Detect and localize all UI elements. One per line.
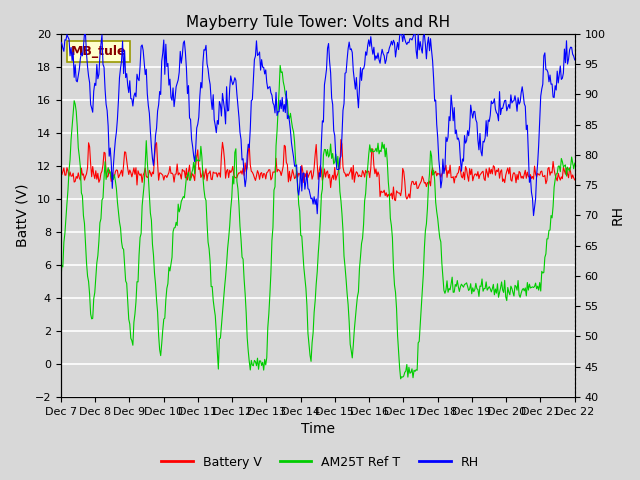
Y-axis label: RH: RH	[611, 205, 625, 226]
Legend: Battery V, AM25T Ref T, RH: Battery V, AM25T Ref T, RH	[156, 451, 484, 474]
X-axis label: Time: Time	[301, 422, 335, 436]
Text: MB_tule: MB_tule	[71, 45, 127, 58]
Title: Mayberry Tule Tower: Volts and RH: Mayberry Tule Tower: Volts and RH	[186, 15, 450, 30]
Y-axis label: BattV (V): BattV (V)	[15, 184, 29, 247]
